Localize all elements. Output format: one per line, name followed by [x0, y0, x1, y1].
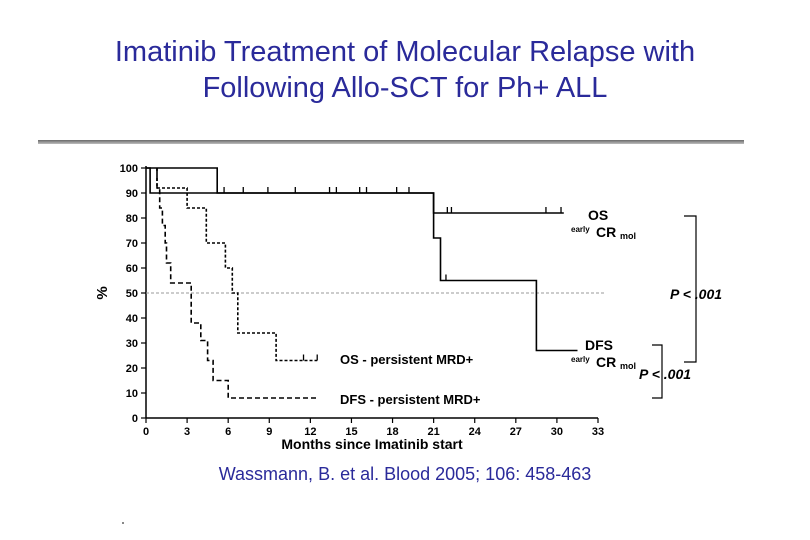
x-tick-label: 12	[304, 426, 316, 438]
slide-title: Imatinib Treatment of Molecular Relapse …	[20, 34, 790, 106]
x-tick-label: 27	[510, 426, 522, 438]
y-tick-label: 20	[126, 363, 138, 375]
dfs-mrd-series-label: DFS - persistent MRD+	[340, 392, 481, 407]
x-tick-label: 3	[184, 426, 190, 438]
citation: Wassmann, B. et al. Blood 2005; 106: 458…	[218, 464, 592, 484]
bracket-os-dfs	[684, 215, 697, 363]
os-series-label-sup: early	[571, 225, 590, 234]
y-tick-label: 60	[126, 263, 138, 275]
x-tick-label: 30	[551, 426, 563, 438]
x-tick-label: 21	[428, 426, 440, 438]
dfs-series-label-sub: mol	[620, 361, 636, 371]
x-axis-label: Months since Imatinib start	[281, 436, 463, 452]
os-persistent-mrd-line	[156, 168, 318, 362]
os-mrd-series-label: OS - persistent MRD+	[340, 352, 474, 367]
y-tick-label: 50	[126, 288, 138, 300]
dfs-persistent-mrd-line	[156, 168, 318, 399]
title-line-1: Imatinib Treatment of Molecular Relapse …	[114, 36, 696, 68]
stray-dot	[122, 522, 124, 524]
os-series-label-cr: CR	[596, 224, 616, 240]
os-series-label: OS	[588, 207, 608, 223]
dfs-series-label-sup: early	[571, 355, 590, 364]
y-tick-label: 40	[126, 313, 138, 325]
dfs-series-label-cr: CR	[596, 354, 616, 370]
x-tick-label: 0	[143, 426, 149, 438]
os-series-label-sub: mol	[620, 231, 636, 241]
dfs-early-crmol-line	[146, 167, 578, 352]
dfs-series-label: DFS	[585, 337, 613, 353]
x-tick-label: 18	[386, 426, 398, 438]
bracket-mrd	[652, 344, 663, 399]
x-tick-label: 33	[592, 426, 604, 438]
title-divider	[38, 140, 744, 144]
os-early-crmol-line	[146, 167, 564, 214]
y-tick-label: 70	[126, 238, 138, 250]
y-tick-label: 30	[126, 338, 138, 350]
x-tick-label: 9	[266, 426, 272, 438]
x-tick-label: 24	[469, 426, 482, 438]
p-value-label: P < .001	[670, 286, 722, 302]
y-tick-label: 100	[120, 163, 138, 175]
p-value-label: P < .001	[639, 366, 691, 382]
y-tick-label: 0	[132, 413, 138, 425]
y-axis-label: %	[94, 286, 111, 299]
y-tick-label: 10	[126, 388, 138, 400]
x-tick-label: 6	[225, 426, 231, 438]
x-tick-label: 15	[345, 426, 357, 438]
title-line-2: Following Allo-SCT for Ph+ ALL	[202, 72, 608, 104]
y-tick-label: 80	[126, 213, 138, 225]
y-tick-label: 90	[126, 188, 138, 200]
